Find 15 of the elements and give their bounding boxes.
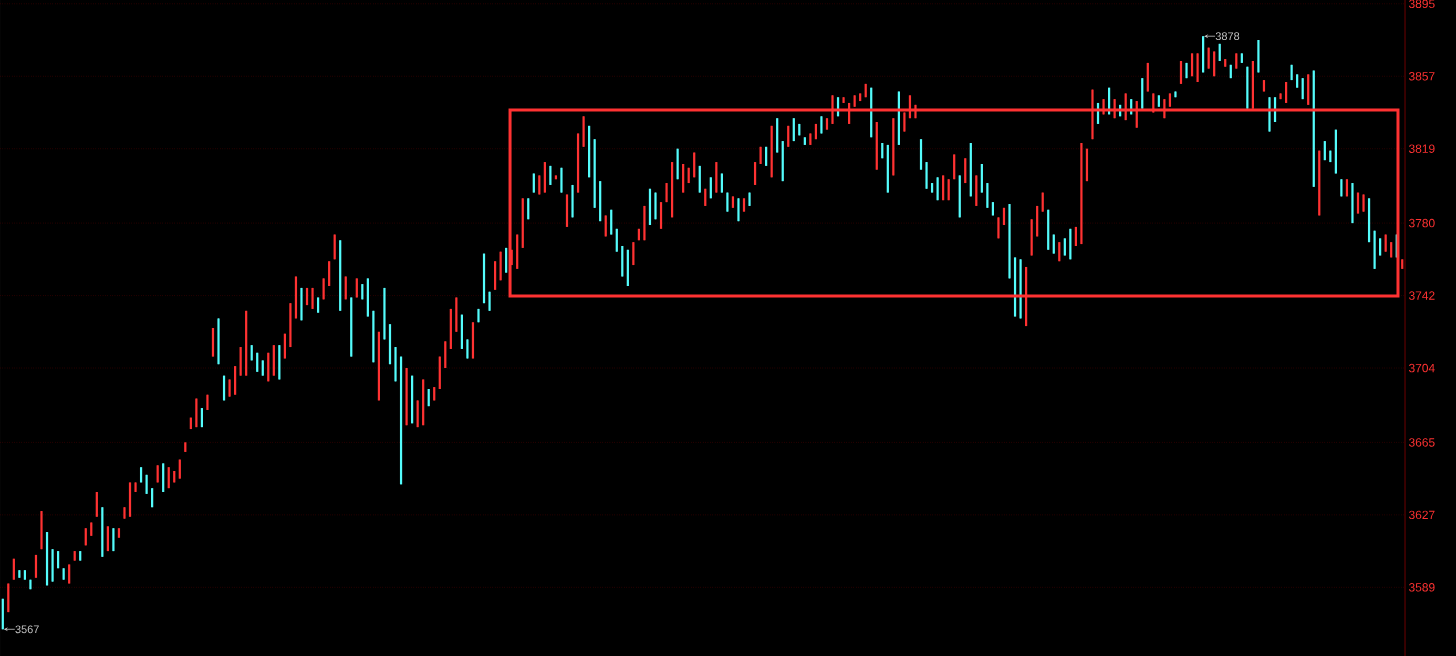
annotation: 3567 — [15, 625, 39, 634]
y-tick-label: 3589 — [1408, 583, 1435, 592]
candlestick — [753, 161, 757, 186]
candlestick — [1179, 60, 1183, 85]
y-tick-label: 3704 — [1408, 363, 1435, 373]
y-tick-label: 3895 — [1408, 0, 1435, 9]
y-tick-label: 3780 — [1408, 218, 1435, 228]
candlestick — [68, 564, 71, 584]
annotation: 3878 — [1215, 32, 1240, 41]
candlestick — [903, 112, 906, 132]
y-tick-label: 3627 — [1408, 510, 1435, 520]
y-tick-label: 3857 — [1408, 72, 1435, 81]
y-tick-label: 3742 — [1408, 291, 1435, 300]
y-tick-label: 3819 — [1408, 144, 1435, 153]
y-tick-label: 3665 — [1408, 438, 1435, 447]
